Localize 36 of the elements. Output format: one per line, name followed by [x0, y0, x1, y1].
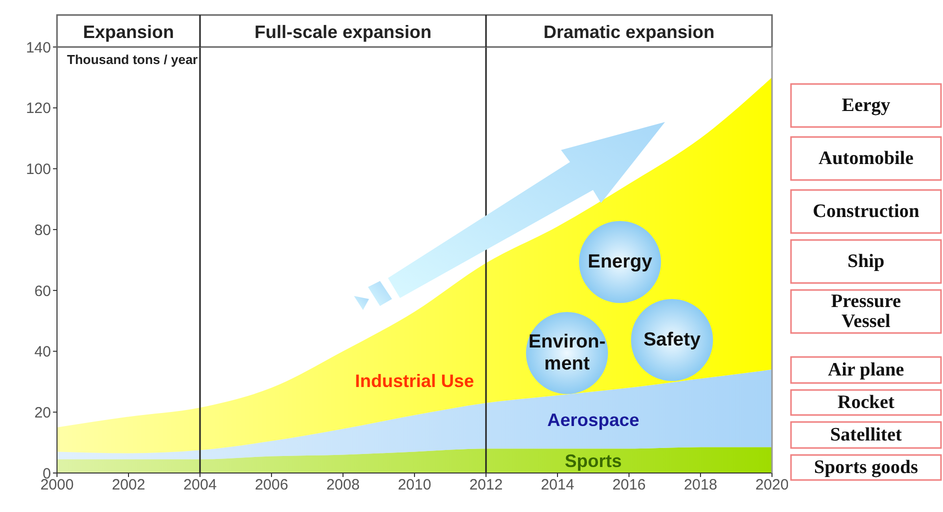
y-tick-label: 60 [34, 282, 51, 300]
x-tick-label: 2016 [612, 476, 646, 494]
y-tick-label: 40 [34, 344, 51, 361]
annotation: Energy [588, 252, 653, 272]
text: Rocket [838, 392, 896, 413]
text: Automobile [818, 148, 914, 169]
y-tick-label: 80 [34, 222, 51, 239]
y-tick-label: 140 [26, 39, 51, 56]
series-label: Aerospace [547, 410, 640, 430]
y-tick-label: 20 [34, 404, 51, 422]
text: Satellitet [830, 424, 903, 446]
series-label: Sports [564, 450, 622, 471]
x-tick-label: 2008 [326, 476, 360, 494]
x-tick-label: 2010 [398, 476, 432, 494]
series-label: Industrial Use [354, 371, 474, 392]
text: Air plane [828, 360, 904, 380]
text: Full-scale expansion [254, 22, 432, 42]
text: Expansion [82, 22, 174, 42]
text: Pressure Vessel [830, 291, 902, 332]
x-tick-label: 2002 [112, 476, 146, 494]
x-tick-label: 2012 [469, 476, 503, 494]
text: Ship [848, 251, 884, 272]
x-tick-label: 2014 [540, 476, 574, 494]
y-tick-label: 100 [26, 161, 51, 178]
x-tick-label: 2018 [684, 476, 718, 494]
x-tick-label: 2006 [254, 476, 288, 494]
annotation: Safety [643, 330, 701, 350]
text: Dramatic expansion [543, 22, 715, 42]
y-axis-title: Thousand tons / year [67, 52, 198, 67]
x-tick-label: 2004 [183, 476, 217, 494]
text: Construction [812, 201, 920, 222]
y-tick-label: 120 [26, 100, 51, 118]
x-tick-label: 2020 [755, 476, 789, 494]
text: Sports goods [814, 457, 918, 478]
annotation: Environ- ment [528, 332, 606, 374]
text: Eergy [842, 95, 891, 116]
